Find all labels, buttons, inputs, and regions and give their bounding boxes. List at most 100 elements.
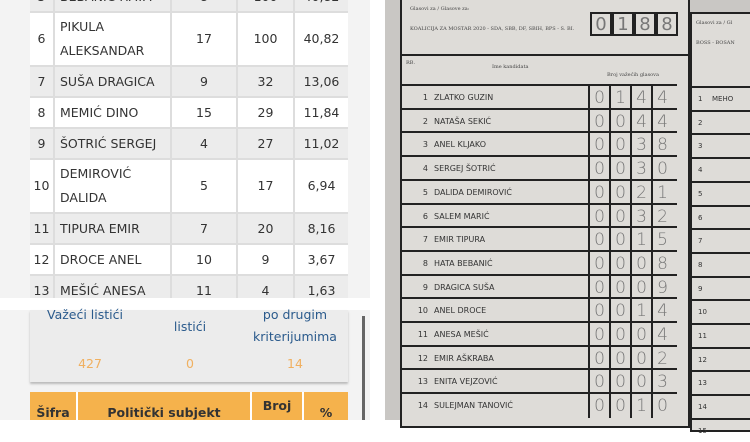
cell-rb: 7 xyxy=(30,67,55,96)
cell-c5: 40,82 xyxy=(303,31,340,46)
second-form-row: 8 xyxy=(692,251,750,276)
vote-digit: 0 xyxy=(609,180,630,205)
second-form-row: 4 xyxy=(692,157,750,181)
row-number: 12 xyxy=(417,353,428,363)
cell-c3: 15 xyxy=(172,98,238,127)
vote-digit: 0 xyxy=(588,180,609,205)
vote-digit: 1 xyxy=(630,299,651,324)
header-pct: % xyxy=(319,405,333,420)
row-number: 10 xyxy=(417,306,428,316)
col-name: Ime kandidata xyxy=(492,64,529,70)
second-form-row: 5 xyxy=(692,180,750,205)
cell-c5: 11,84 xyxy=(303,104,340,120)
candidate-name: ENITA VEJZOVIĆ xyxy=(434,377,498,387)
vote-digit: 0 xyxy=(630,370,651,395)
second-form-row: 10 xyxy=(692,299,750,323)
candidate-name: ZLATKO GUZIN xyxy=(434,93,494,102)
cell-c4: 100 xyxy=(238,13,295,65)
form-row: 6 SALEM MARIĆ 0 0 3 2 xyxy=(402,202,677,229)
vote-digit: 0 xyxy=(588,228,609,253)
row-number: 3 xyxy=(422,140,428,150)
candidate-name: SALEM MARIĆ xyxy=(434,211,490,221)
cell-c5: 13,06 xyxy=(303,73,340,89)
vote-digit: 0 xyxy=(609,109,630,134)
vote-digit: 0 xyxy=(588,370,609,395)
vote-digit: 0 xyxy=(588,109,609,134)
valid-ballots-label: Važeći listići xyxy=(47,307,123,322)
cell-c3: 5 xyxy=(172,160,238,212)
vote-digit: 0 xyxy=(609,204,630,229)
party-code-digit: 8 xyxy=(634,12,656,36)
form-party-name: KOALICIJA ZA MOSTAR 2020 - SDA, SBB, DF,… xyxy=(410,26,575,32)
cell-c5: 6,94 xyxy=(307,178,336,193)
candidate-name: DALIDA DEMIROVIĆ xyxy=(434,187,512,197)
cell-name: SUŠA DRAGICA xyxy=(55,67,172,96)
candidate-name: EMIR TIPURA xyxy=(434,235,486,245)
vote-digit: 1 xyxy=(630,394,651,419)
cell-c3: 4 xyxy=(172,129,238,158)
candidate-name: SULEJMAN TANOVIĆ xyxy=(434,401,514,411)
cell-c4: 29 xyxy=(238,98,295,127)
cell-c5: 1,63 xyxy=(307,282,336,298)
cell-rb: 10 xyxy=(30,160,55,212)
vote-digit: 2 xyxy=(651,346,672,371)
form-row: 2 NATAŠA SEKIĆ 0 0 4 4 xyxy=(402,107,677,134)
vote-digit: 9 xyxy=(651,275,672,300)
party-table-header: Šifra Politički subjekt Broj % xyxy=(30,392,348,420)
vote-digit: 0 xyxy=(609,323,630,347)
vote-digit: 0 xyxy=(609,370,630,395)
cell-name: DROCE ANEL xyxy=(55,245,172,274)
cell-c3: 11 xyxy=(172,276,238,305)
vote-digit: 0 xyxy=(609,228,630,253)
vote-digit: 3 xyxy=(630,204,651,229)
ballot-stats-box: Važeći listići listići po drugim kriteri… xyxy=(30,307,348,382)
cell-c5: 40,82 xyxy=(295,0,348,11)
scrollbar[interactable] xyxy=(362,316,365,420)
vote-digit: 1 xyxy=(630,228,651,253)
cell-c3: 9 xyxy=(172,67,238,96)
candidate-name: NATAŠA SEKIĆ xyxy=(434,116,492,126)
vote-digit: 8 xyxy=(651,133,672,158)
vote-digit: 4 xyxy=(651,323,672,347)
party-code-digit: 0 xyxy=(590,12,612,36)
vote-digit: 0 xyxy=(609,157,630,182)
vote-digit: 3 xyxy=(651,370,672,395)
cell-c3: 17 xyxy=(172,13,238,65)
cell-c3: 7 xyxy=(172,214,238,243)
candidate-name: ANESA MEŠIĆ xyxy=(434,330,489,339)
form-row: 14 SULEJMAN TANOVIĆ 0 0 1 0 xyxy=(402,392,677,419)
table-row: 11 TIPURA EMIR 7 20 8,16 xyxy=(30,214,348,245)
vote-digit: 0 xyxy=(588,346,609,371)
header-party: Politički subjekt xyxy=(78,392,252,420)
vote-digit: 2 xyxy=(630,180,651,205)
table-row: 6 PIKULA ALEKSANDAR 17 100 40,82 xyxy=(30,13,348,67)
form-row: 11 ANESA MEŠIĆ 0 0 0 4 xyxy=(402,321,677,347)
cell-c3: 8 xyxy=(172,0,238,11)
row-number: 13 xyxy=(417,377,428,387)
table-row: 9 ŠOTRIĆ SERGEJ 4 27 11,02 xyxy=(30,129,348,160)
vote-digit: 0 xyxy=(609,251,630,276)
vote-digit: 1 xyxy=(609,86,630,110)
vote-count-form: Glasovi za / Glasove za: KOALICIJA ZA MO… xyxy=(400,0,692,428)
vote-digit: 0 xyxy=(609,394,630,419)
row-number: 4 xyxy=(422,164,428,174)
table-row: 5BEBANIĆ HATA810040,82 xyxy=(30,0,348,13)
col-rb: RB. xyxy=(406,60,416,66)
cell-c4: 32 xyxy=(238,67,295,96)
second-form-row: 13 xyxy=(692,370,750,394)
vote-digit: 0 xyxy=(588,275,609,300)
second-form-row: 7 xyxy=(692,228,750,252)
cell-c5: 8,16 xyxy=(307,220,336,236)
form-row: 13 ENITA VEJZOVIĆ 0 0 0 3 xyxy=(402,368,677,395)
cell-rb: 5 xyxy=(30,0,55,11)
cell-c4: 100 xyxy=(238,0,295,11)
cell-rb: 8 xyxy=(30,98,55,127)
table-row: 10 DEMIROVIĆ DALIDA 5 17 6,94 xyxy=(30,160,348,214)
blank-ballots-label: listići xyxy=(173,319,207,334)
party-code-digit: 8 xyxy=(656,12,678,36)
vote-digit: 4 xyxy=(651,299,672,324)
form-row: 9 DRAGICA SUŠA 0 0 0 9 xyxy=(402,273,677,300)
form-row: 4 SERGEJ ŠOTRIĆ 0 0 3 0 xyxy=(402,155,677,182)
cell-name: PIKULA ALEKSANDAR xyxy=(55,13,172,65)
vote-digit: 0 xyxy=(609,133,630,158)
